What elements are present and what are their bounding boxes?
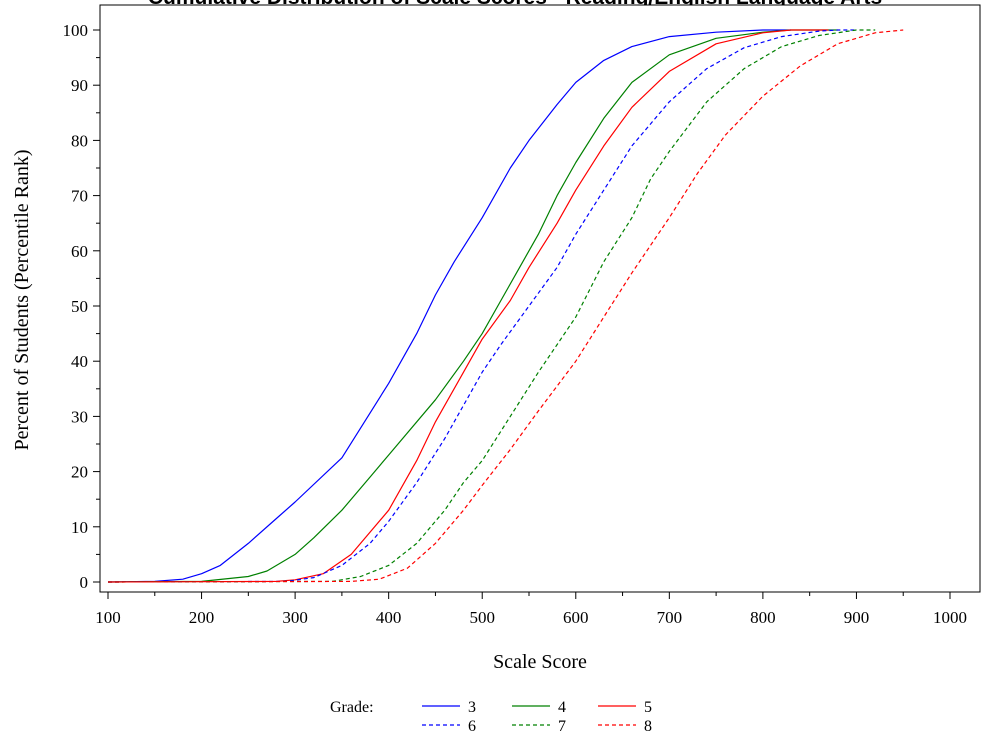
y-tick-label: 50 [71, 297, 88, 316]
legend-label-grade-6: 6 [468, 718, 476, 735]
x-tick-label: 900 [844, 608, 870, 627]
y-tick-label: 90 [71, 76, 88, 95]
series-line-grade-8 [107, 29, 904, 583]
y-tick-label: 100 [63, 21, 89, 40]
plot-area [99, 4, 981, 593]
y-tick-label: 30 [71, 407, 88, 426]
series-line-grade-4 [107, 29, 838, 583]
y-tick-label: 40 [71, 352, 88, 371]
y-tick-label: 60 [71, 242, 88, 261]
x-tick-label: 300 [282, 608, 308, 627]
y-tick-label: 0 [80, 573, 89, 592]
x-axis: 100 200 300 400 500 600 700 800 900 1000 [95, 592, 967, 627]
y-axis-title: Percent of Students (Percentile Rank) [11, 149, 33, 450]
x-axis-title: Scale Score [493, 651, 587, 673]
legend-label-grade-3: 3 [468, 699, 476, 716]
series-layer [107, 29, 904, 583]
x-tick-label: 1000 [933, 608, 967, 627]
legend: Grade: 3 4 5 6 7 8 [330, 699, 652, 735]
x-tick-label: 500 [469, 608, 495, 627]
legend-label-grade-8: 8 [644, 718, 652, 735]
legend-title: Grade: [330, 699, 374, 716]
x-tick-label: 200 [189, 608, 215, 627]
y-tick-label: 20 [71, 463, 88, 482]
series-line-grade-3 [107, 29, 791, 583]
legend-label-grade-5: 5 [644, 699, 652, 716]
x-tick-label: 100 [95, 608, 121, 627]
x-tick-label: 700 [657, 608, 683, 627]
x-tick-label: 800 [750, 608, 776, 627]
series-line-grade-6 [107, 29, 857, 583]
series-line-grade-5 [107, 29, 829, 583]
y-tick-label: 70 [71, 187, 88, 206]
x-tick-label: 400 [376, 608, 402, 627]
y-tick-label: 80 [71, 131, 88, 150]
series-line-grade-7 [107, 29, 876, 583]
legend-label-grade-7: 7 [558, 718, 566, 735]
legend-label-grade-4: 4 [558, 699, 566, 716]
y-axis: 0 10 20 30 40 50 60 70 80 90 100 [63, 21, 100, 592]
x-tick-label: 600 [563, 608, 589, 627]
y-tick-label: 10 [71, 518, 88, 537]
